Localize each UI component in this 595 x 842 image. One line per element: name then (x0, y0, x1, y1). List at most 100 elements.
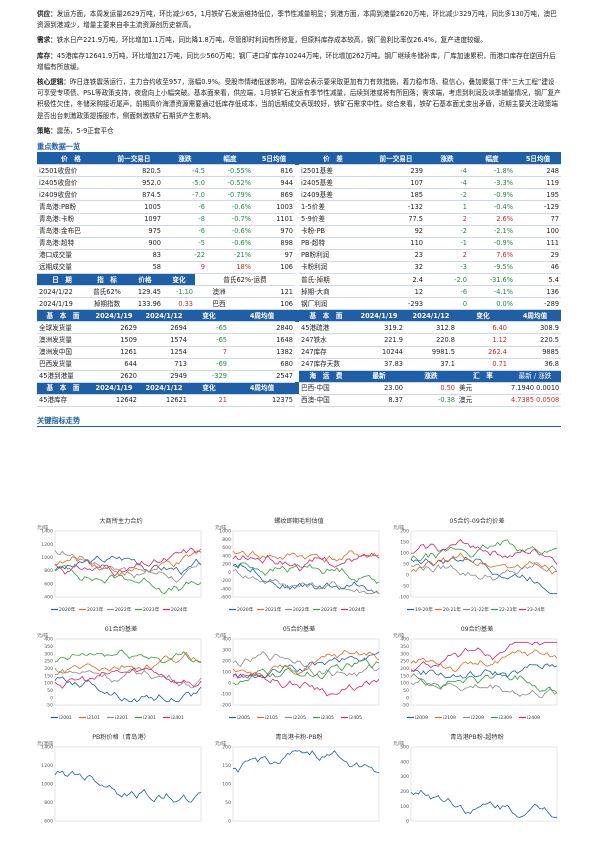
table-row: 巴西发货量 644 713 -69 680 247库存天数 37.83 37.1 0.71 36.… (37, 358, 561, 371)
table-cell: 美元 (457, 382, 509, 395)
series-line (54, 649, 202, 664)
column-gap (295, 176, 299, 189)
table-cell: 西澳-中国 (299, 394, 353, 408)
table-header-row: 基 本 面 2024/1/19 2024/1/12 变化 4周均值基 本 面 2024/1… (37, 310, 561, 323)
table-header-cell: 2024/1/12 (405, 310, 457, 323)
table-cell: -22 (163, 249, 207, 262)
column-gap (295, 382, 299, 395)
y-tick-label: 1000 (41, 782, 53, 788)
y-tick-label: 150 (400, 540, 409, 546)
chart-unit: 元/吨 (37, 524, 48, 531)
table-cell: 129.45 (127, 285, 163, 299)
y-tick-label: -50 (401, 584, 409, 590)
demand-paragraph: 需求：铁水日产221.9万吨，环比增加1.1万吨，同比降1.8万吨，尽管即时利润… (37, 35, 561, 46)
column-gap (295, 370, 299, 383)
series-line (54, 547, 202, 577)
series-line (55, 548, 202, 577)
y-tick-label: 150 (222, 763, 231, 769)
series-line (54, 667, 202, 689)
table-cell: 247库存 (299, 346, 353, 359)
table-cell: 7.6% (469, 249, 515, 262)
chart-title: 05合约基差 (283, 625, 316, 633)
table-header-cell: 海 运 费 (299, 370, 353, 383)
table-cell: 2547 (229, 370, 295, 383)
y-tick-label: 200 (400, 789, 409, 795)
column-gap (295, 285, 300, 298)
legend-label: i2309 (499, 715, 512, 721)
table-cell: 1648 (229, 333, 295, 347)
chart-unit: 元/吨 (393, 740, 404, 747)
series-line (410, 663, 558, 679)
table-cell: 23 (367, 249, 425, 262)
table-cell: 掉期指数 (87, 297, 127, 311)
core-text: 昨日连铁震荡运行，主力合约收至957，涨幅0.9%。受股市情绪低迷影响，国常会表… (37, 78, 561, 120)
table-cell: 37.1 (405, 358, 457, 371)
table-cell: -0.9% (469, 188, 515, 202)
series-line (232, 550, 380, 563)
column-gap (295, 261, 299, 274)
column-gap (295, 394, 299, 407)
series-line (410, 673, 558, 694)
table-cell: -132 (367, 200, 425, 214)
y-tick-label: 100 (400, 551, 409, 557)
table-cell: -2 (425, 225, 469, 238)
table-cell: i2409基差 (299, 188, 367, 202)
legend-label: i2105 (265, 715, 278, 721)
table-cell: -0.79% (207, 188, 253, 202)
table-cell: -31.6% (469, 273, 516, 287)
y-tick-label: 400 (400, 637, 409, 643)
table-cell: -0.6% (207, 200, 253, 214)
legend-label: i2305 (321, 715, 334, 721)
table-cell: i2501收盘价 (37, 164, 105, 178)
table-cell: 卡粉利润 (299, 261, 367, 274)
table-cell: 澳洲 (195, 285, 243, 299)
table-cell: 卡粉-PB (299, 225, 367, 238)
table-cell: 119 (515, 176, 561, 190)
table-cell: 220.8 (405, 333, 457, 347)
y-tick-label: 300 (222, 648, 231, 654)
y-tick-label: 400 (44, 595, 53, 601)
table-cell: 247库存天数 (299, 358, 353, 371)
y-tick-label: 50 (403, 688, 409, 694)
table-cell: -289 (515, 297, 562, 311)
column-gap (295, 358, 299, 371)
table-cell: 23.00 (353, 382, 405, 395)
table-header-row: 日 期指 标价格 变化 普氏62%-运费 普氏-掉期 2.4 -2.0 -31.6% 5.4 (37, 273, 562, 287)
legend-label: 2023年 (321, 606, 338, 613)
table-cell: 普氏-掉期 (299, 273, 368, 287)
y-tick-label: 1000 (41, 555, 53, 561)
table-cell: -129 (515, 200, 561, 214)
column-gap (295, 346, 299, 359)
y-tick-label: 200 (222, 659, 231, 665)
series-line (410, 641, 557, 672)
table-cell: 0.33 (163, 297, 195, 311)
table-cell: 9 (163, 261, 207, 274)
table-cell: -9.5% (469, 261, 515, 274)
table-header-cell: 2024/1/19 (89, 382, 139, 395)
legend-label: 22-23年 (499, 606, 517, 613)
legend-label: i2109 (443, 715, 456, 721)
table-cell: 12 (367, 285, 426, 299)
legend-label: i2401 (171, 715, 184, 721)
table-cell: 32 (367, 261, 425, 274)
series-line (54, 676, 202, 703)
table-header-cell: 价格 (127, 273, 163, 287)
series-line (410, 649, 558, 673)
legend-label: i2201 (115, 715, 128, 721)
table-header-cell: 变化 (457, 310, 509, 323)
table-cell: -0.6% (207, 237, 253, 250)
y-tick-label: 50 (403, 562, 409, 568)
series-line (232, 562, 380, 584)
legend-label: i2001 (59, 715, 72, 721)
table-header-cell: 日 期 (37, 273, 87, 287)
chart-unit: 元/吨 (215, 632, 226, 639)
y-tick-label: -100 (399, 595, 410, 601)
table-cell: 45港疏港 (299, 321, 353, 335)
table-header-cell: 基 本 面 (299, 310, 353, 323)
y-tick-label: 500 (400, 745, 409, 751)
table-cell: 111 (515, 237, 561, 250)
legend-label: 2020年 (59, 606, 76, 613)
table-cell: 18% (207, 261, 253, 274)
series-line (232, 672, 380, 697)
